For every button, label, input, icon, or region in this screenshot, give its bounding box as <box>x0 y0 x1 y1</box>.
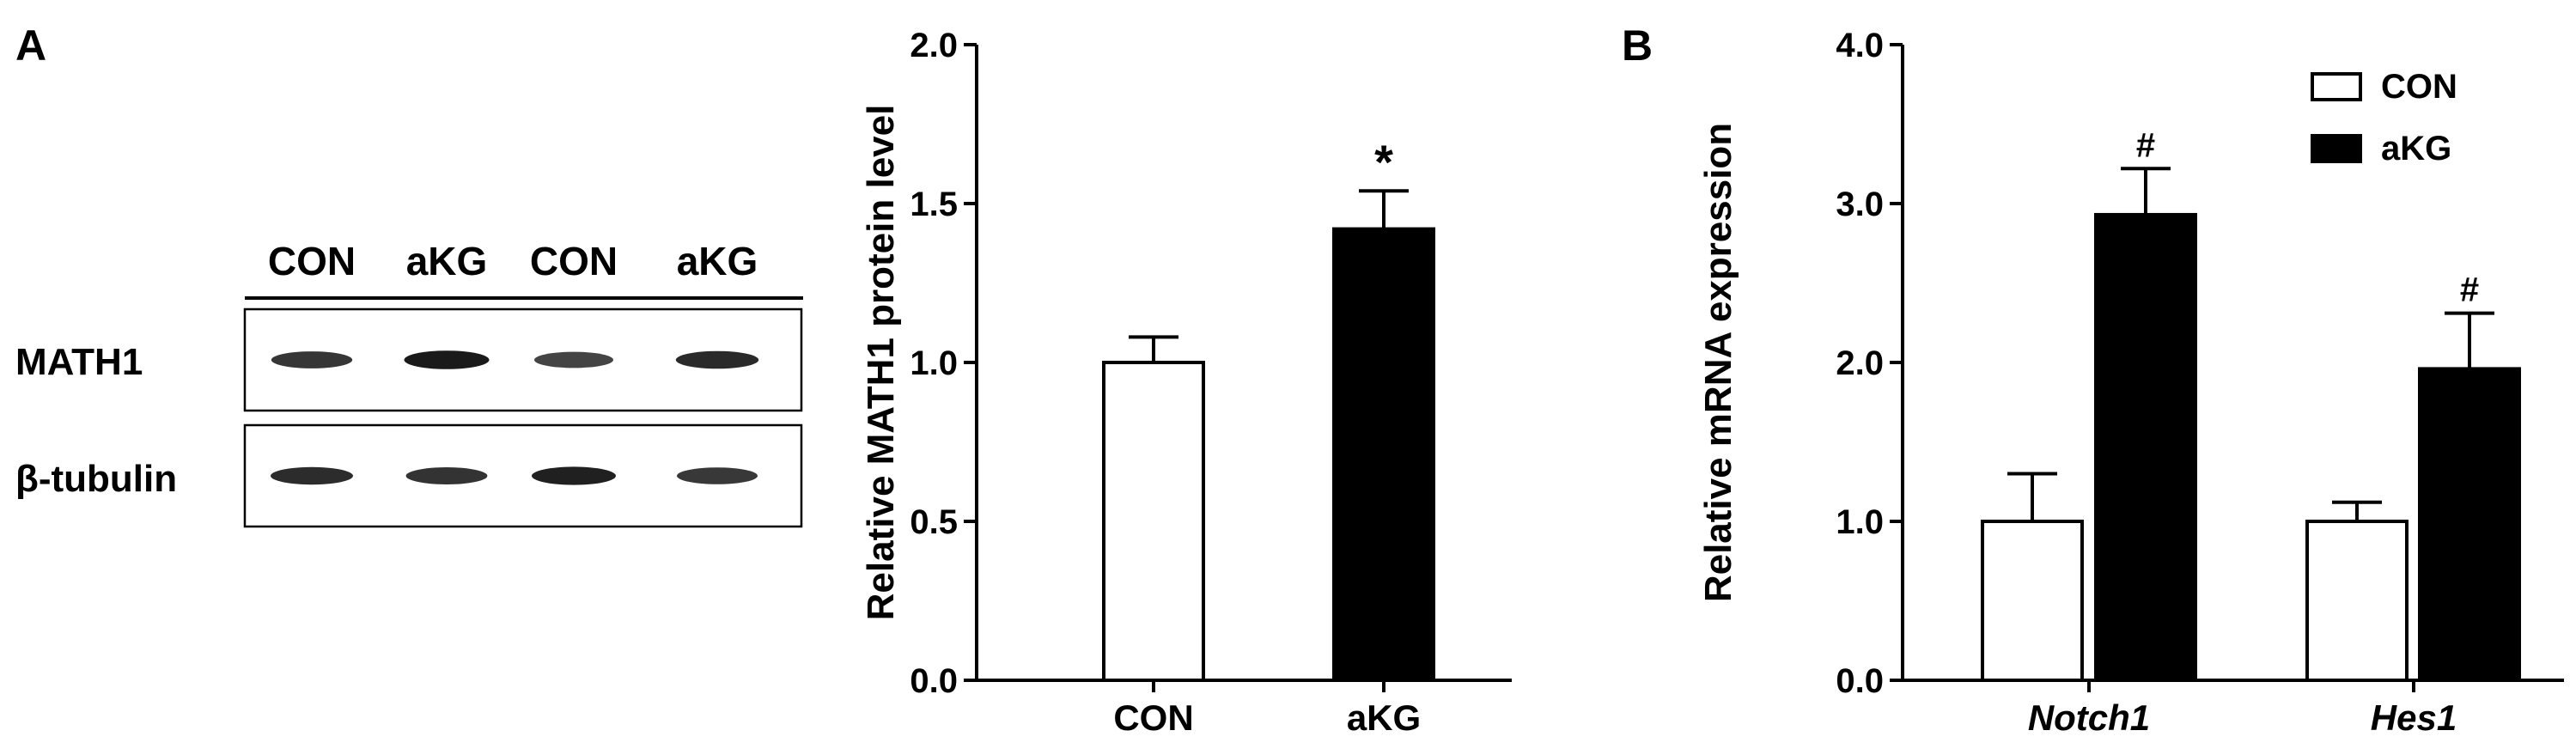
legend-swatch <box>2311 134 2362 163</box>
x-tick-label: Notch1 <box>2028 697 2150 738</box>
blot-band <box>677 467 758 484</box>
y-tick-label: 0.0 <box>910 662 958 700</box>
y-tick-label: 1.0 <box>910 344 958 382</box>
y-tick-label: 4.0 <box>1836 27 1884 64</box>
y-tick-label: 1.0 <box>1836 503 1884 541</box>
legend-label: aKG <box>2381 130 2451 167</box>
bar <box>2094 212 2197 682</box>
lane-label: CON <box>530 239 618 283</box>
x-tick-label: aKG <box>1347 697 1421 738</box>
y-tick-label: 2.0 <box>910 27 958 64</box>
x-tick-label: Hes1 <box>2371 697 2457 738</box>
legend-swatch <box>2311 72 2362 101</box>
significance-mark: * <box>1374 135 1393 189</box>
y-tick-label: 2.0 <box>1836 344 1884 382</box>
y-tick-label: 3.0 <box>1836 186 1884 223</box>
math1-protein-chart: 0.0 0.5 1.0 1.5 2.0 Relative MATH1 protein le… <box>860 27 1512 738</box>
blot-band <box>405 467 488 484</box>
x-tick-label: CON <box>1113 697 1193 738</box>
blot-band <box>532 466 616 485</box>
significance-mark: # <box>2136 126 2155 164</box>
blot-band <box>675 350 759 369</box>
lane-label: aKG <box>406 239 488 283</box>
y-axis-label: Relative MATH1 protein level <box>860 105 902 621</box>
lane-label: aKG <box>677 239 758 283</box>
blot-band <box>534 351 613 368</box>
panel-b-label: B <box>1622 21 1653 70</box>
legend-label: CON <box>2381 68 2457 106</box>
blot-row-label: β-tubulin <box>15 458 177 500</box>
y-axis-label: Relative mRNA expression <box>1697 123 1739 602</box>
significance-mark: # <box>2460 271 2479 309</box>
lane-label: CON <box>268 239 356 283</box>
bar <box>2418 367 2521 682</box>
western-blot: CON aKG CON aKG MATH1 β-tubulin <box>15 239 803 528</box>
blot-band <box>271 351 353 368</box>
bar <box>2305 520 2409 682</box>
y-tick-label: 1.5 <box>910 186 958 223</box>
blot-band <box>271 466 353 485</box>
bar <box>1332 227 1435 683</box>
bar <box>1102 361 1205 682</box>
blot-row-label: MATH1 <box>15 341 143 383</box>
mrna-expression-chart: 0.0 1.0 2.0 3.0 4.0 Relative mRNA expression #… <box>1697 27 2564 738</box>
panel-a-label: A <box>15 21 46 70</box>
y-tick-label: 0.5 <box>910 503 958 541</box>
blot-band <box>404 350 490 369</box>
y-tick-label: 0.0 <box>1836 662 1884 700</box>
bar <box>1981 520 2084 682</box>
